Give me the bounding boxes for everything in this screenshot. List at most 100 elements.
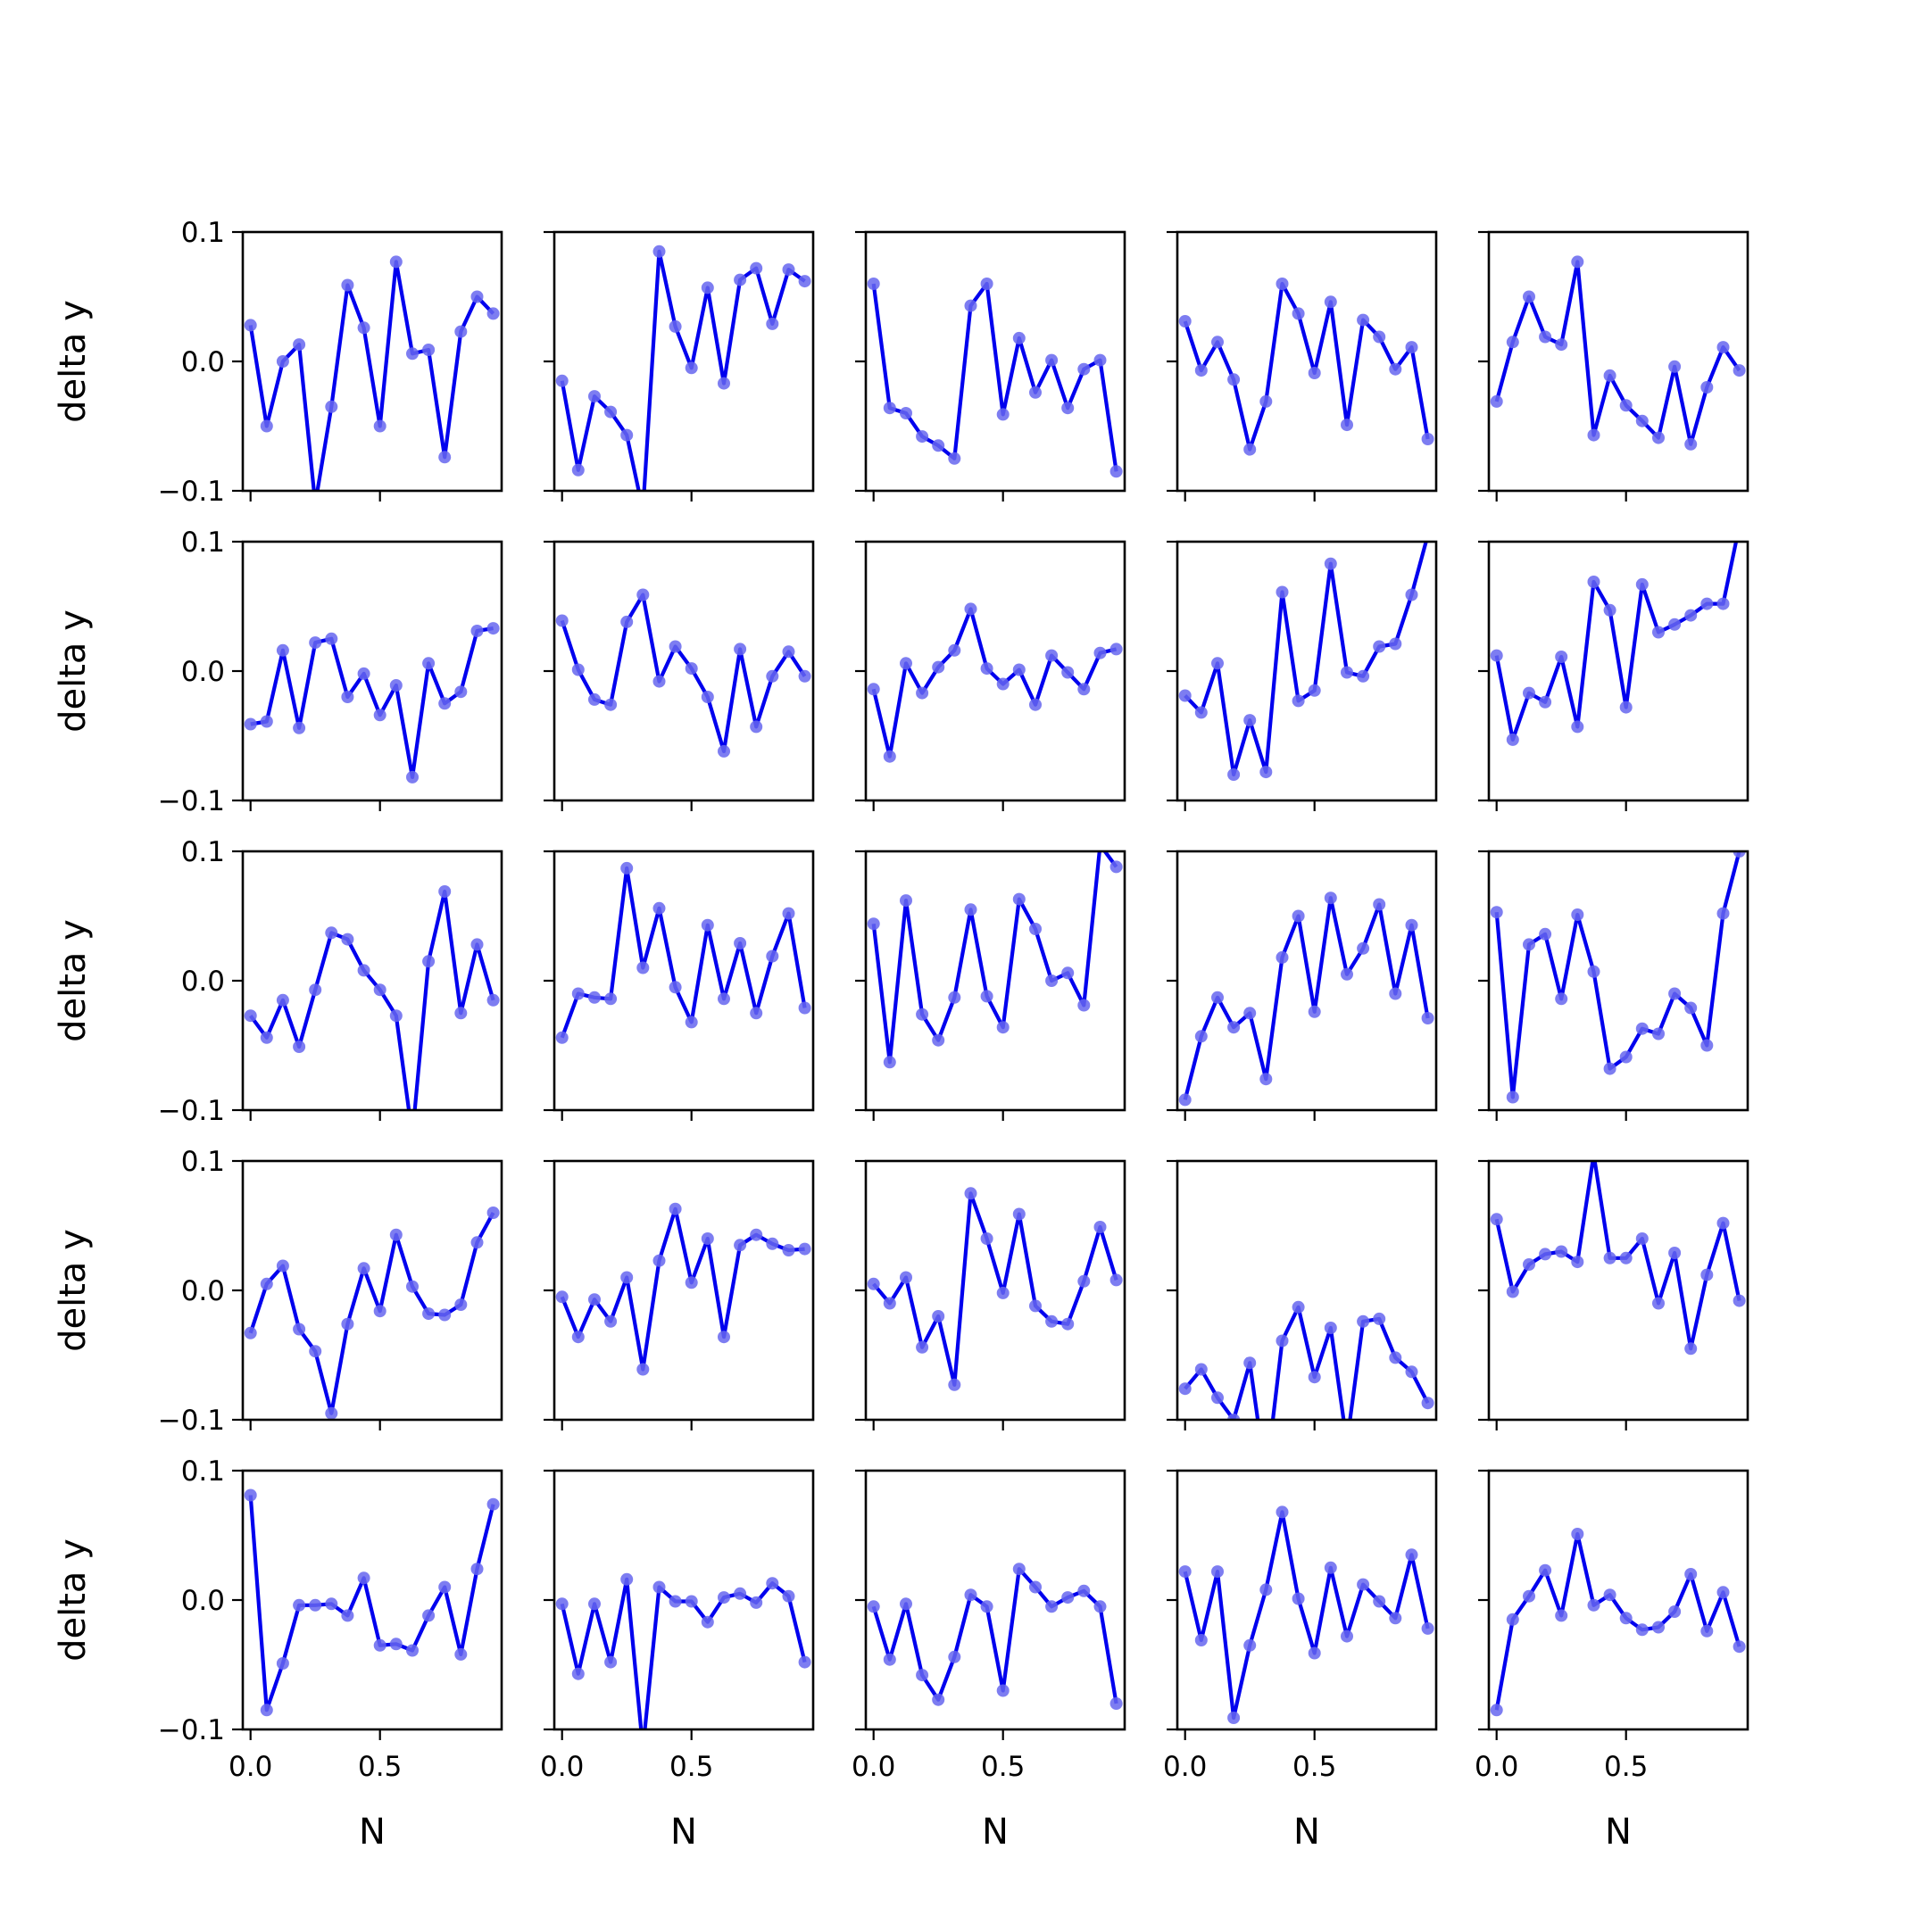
data-point: [1243, 1007, 1257, 1020]
data-point: [244, 319, 257, 332]
data-point: [422, 1307, 436, 1321]
data-point: [406, 1130, 419, 1142]
subplot-4-4: [1167, 1159, 1438, 1430]
data-point: [685, 1595, 698, 1608]
axes-frame: [1176, 1469, 1438, 1731]
subplot-1-1: −0.1 0.0 0.1 delta y: [53, 217, 503, 508]
y-tick-label: −0.1: [158, 785, 225, 817]
data-point: [1292, 1300, 1305, 1314]
data-point: [406, 347, 419, 361]
data-point: [357, 1262, 370, 1275]
data-point: [1178, 1565, 1192, 1579]
data-point: [1373, 898, 1386, 911]
data-point: [1506, 1285, 1519, 1298]
data-point: [718, 744, 730, 758]
data-point: [685, 1016, 698, 1029]
data-point: [1421, 433, 1434, 445]
data-point: [620, 428, 634, 442]
y-tick-label: −0.1: [158, 1095, 225, 1127]
x-axis-label: N: [359, 1812, 386, 1853]
x-tick-label: 0.5: [1604, 1751, 1648, 1783]
data-point: [701, 918, 714, 932]
data-point: [932, 1310, 945, 1323]
x-tick-label: 0.5: [981, 1751, 1025, 1783]
y-tick-label: 0.0: [181, 1585, 225, 1617]
data-point: [652, 1580, 666, 1594]
data-point: [1178, 1382, 1192, 1396]
data-point: [293, 1041, 306, 1053]
data-point: [1389, 362, 1402, 376]
data-point: [470, 625, 484, 637]
data-point: [883, 1297, 896, 1310]
x-tick-label: 0.0: [229, 1751, 272, 1783]
data-point: [555, 1597, 569, 1611]
subplot-3-5: [1478, 850, 1749, 1121]
data-point: [1045, 974, 1059, 987]
data-point: [1716, 1216, 1730, 1230]
data-point: [1506, 336, 1519, 349]
series: [555, 1572, 811, 1729]
data-point: [1603, 1251, 1616, 1265]
data-point: [604, 405, 618, 419]
data-point: [1635, 1022, 1649, 1035]
x-tick-label: 0.5: [669, 1751, 713, 1783]
data-point: [1211, 1391, 1224, 1405]
series-line: [248, 1211, 495, 1415]
data-point: [373, 983, 386, 997]
data-point: [406, 1644, 419, 1657]
series: [555, 588, 811, 758]
axes-frame: [1487, 1159, 1749, 1422]
data-point: [1308, 367, 1321, 379]
data-point: [1276, 278, 1289, 290]
data-point: [916, 1669, 929, 1682]
data-point: [1555, 992, 1568, 1006]
data-point: [1012, 1207, 1026, 1221]
data-point: [1077, 683, 1091, 696]
data-point: [341, 691, 354, 703]
data-point: [438, 1580, 452, 1594]
data-point: [1490, 1213, 1503, 1226]
data-point: [964, 903, 977, 916]
series: [1490, 1161, 1746, 1356]
subplot-1-4: [1167, 230, 1438, 502]
data-point: [293, 721, 306, 734]
data-point: [1077, 1274, 1091, 1288]
series: [867, 602, 1123, 763]
data-point: [357, 1571, 370, 1585]
data-point: [900, 1271, 912, 1284]
data-point: [1029, 386, 1042, 399]
data-point: [1700, 1624, 1714, 1638]
data-point: [325, 632, 338, 645]
data-point: [980, 1600, 993, 1613]
data-point: [1324, 1322, 1337, 1334]
data-point: [996, 1684, 1010, 1697]
series-line: [1184, 542, 1428, 777]
series-line: [1494, 851, 1741, 1099]
data-point: [1668, 360, 1682, 373]
data-point: [1652, 1621, 1665, 1634]
data-point: [900, 1597, 912, 1611]
data-point: [276, 643, 289, 657]
data-point: [1523, 938, 1535, 951]
data-point: [1523, 290, 1535, 303]
data-point: [1292, 909, 1305, 923]
data-point: [685, 662, 698, 676]
data-point: [867, 1600, 880, 1613]
data-point: [1405, 918, 1418, 932]
data-point: [555, 1031, 569, 1044]
data-point: [782, 907, 795, 920]
series-line: [871, 281, 1118, 472]
data-point: [1178, 315, 1192, 328]
data-point: [652, 901, 666, 915]
data-point: [260, 1704, 273, 1717]
data-point: [636, 961, 650, 974]
data-point: [1603, 1062, 1616, 1075]
data-point: [1194, 1030, 1208, 1043]
data-point: [571, 463, 585, 477]
series-line: [871, 851, 1118, 1065]
x-axis-label: N: [670, 1812, 697, 1853]
data-point: [948, 643, 961, 657]
series-line: [560, 1577, 807, 1729]
data-point: [1405, 1365, 1418, 1379]
x-tick-label: 0.5: [1292, 1751, 1336, 1783]
